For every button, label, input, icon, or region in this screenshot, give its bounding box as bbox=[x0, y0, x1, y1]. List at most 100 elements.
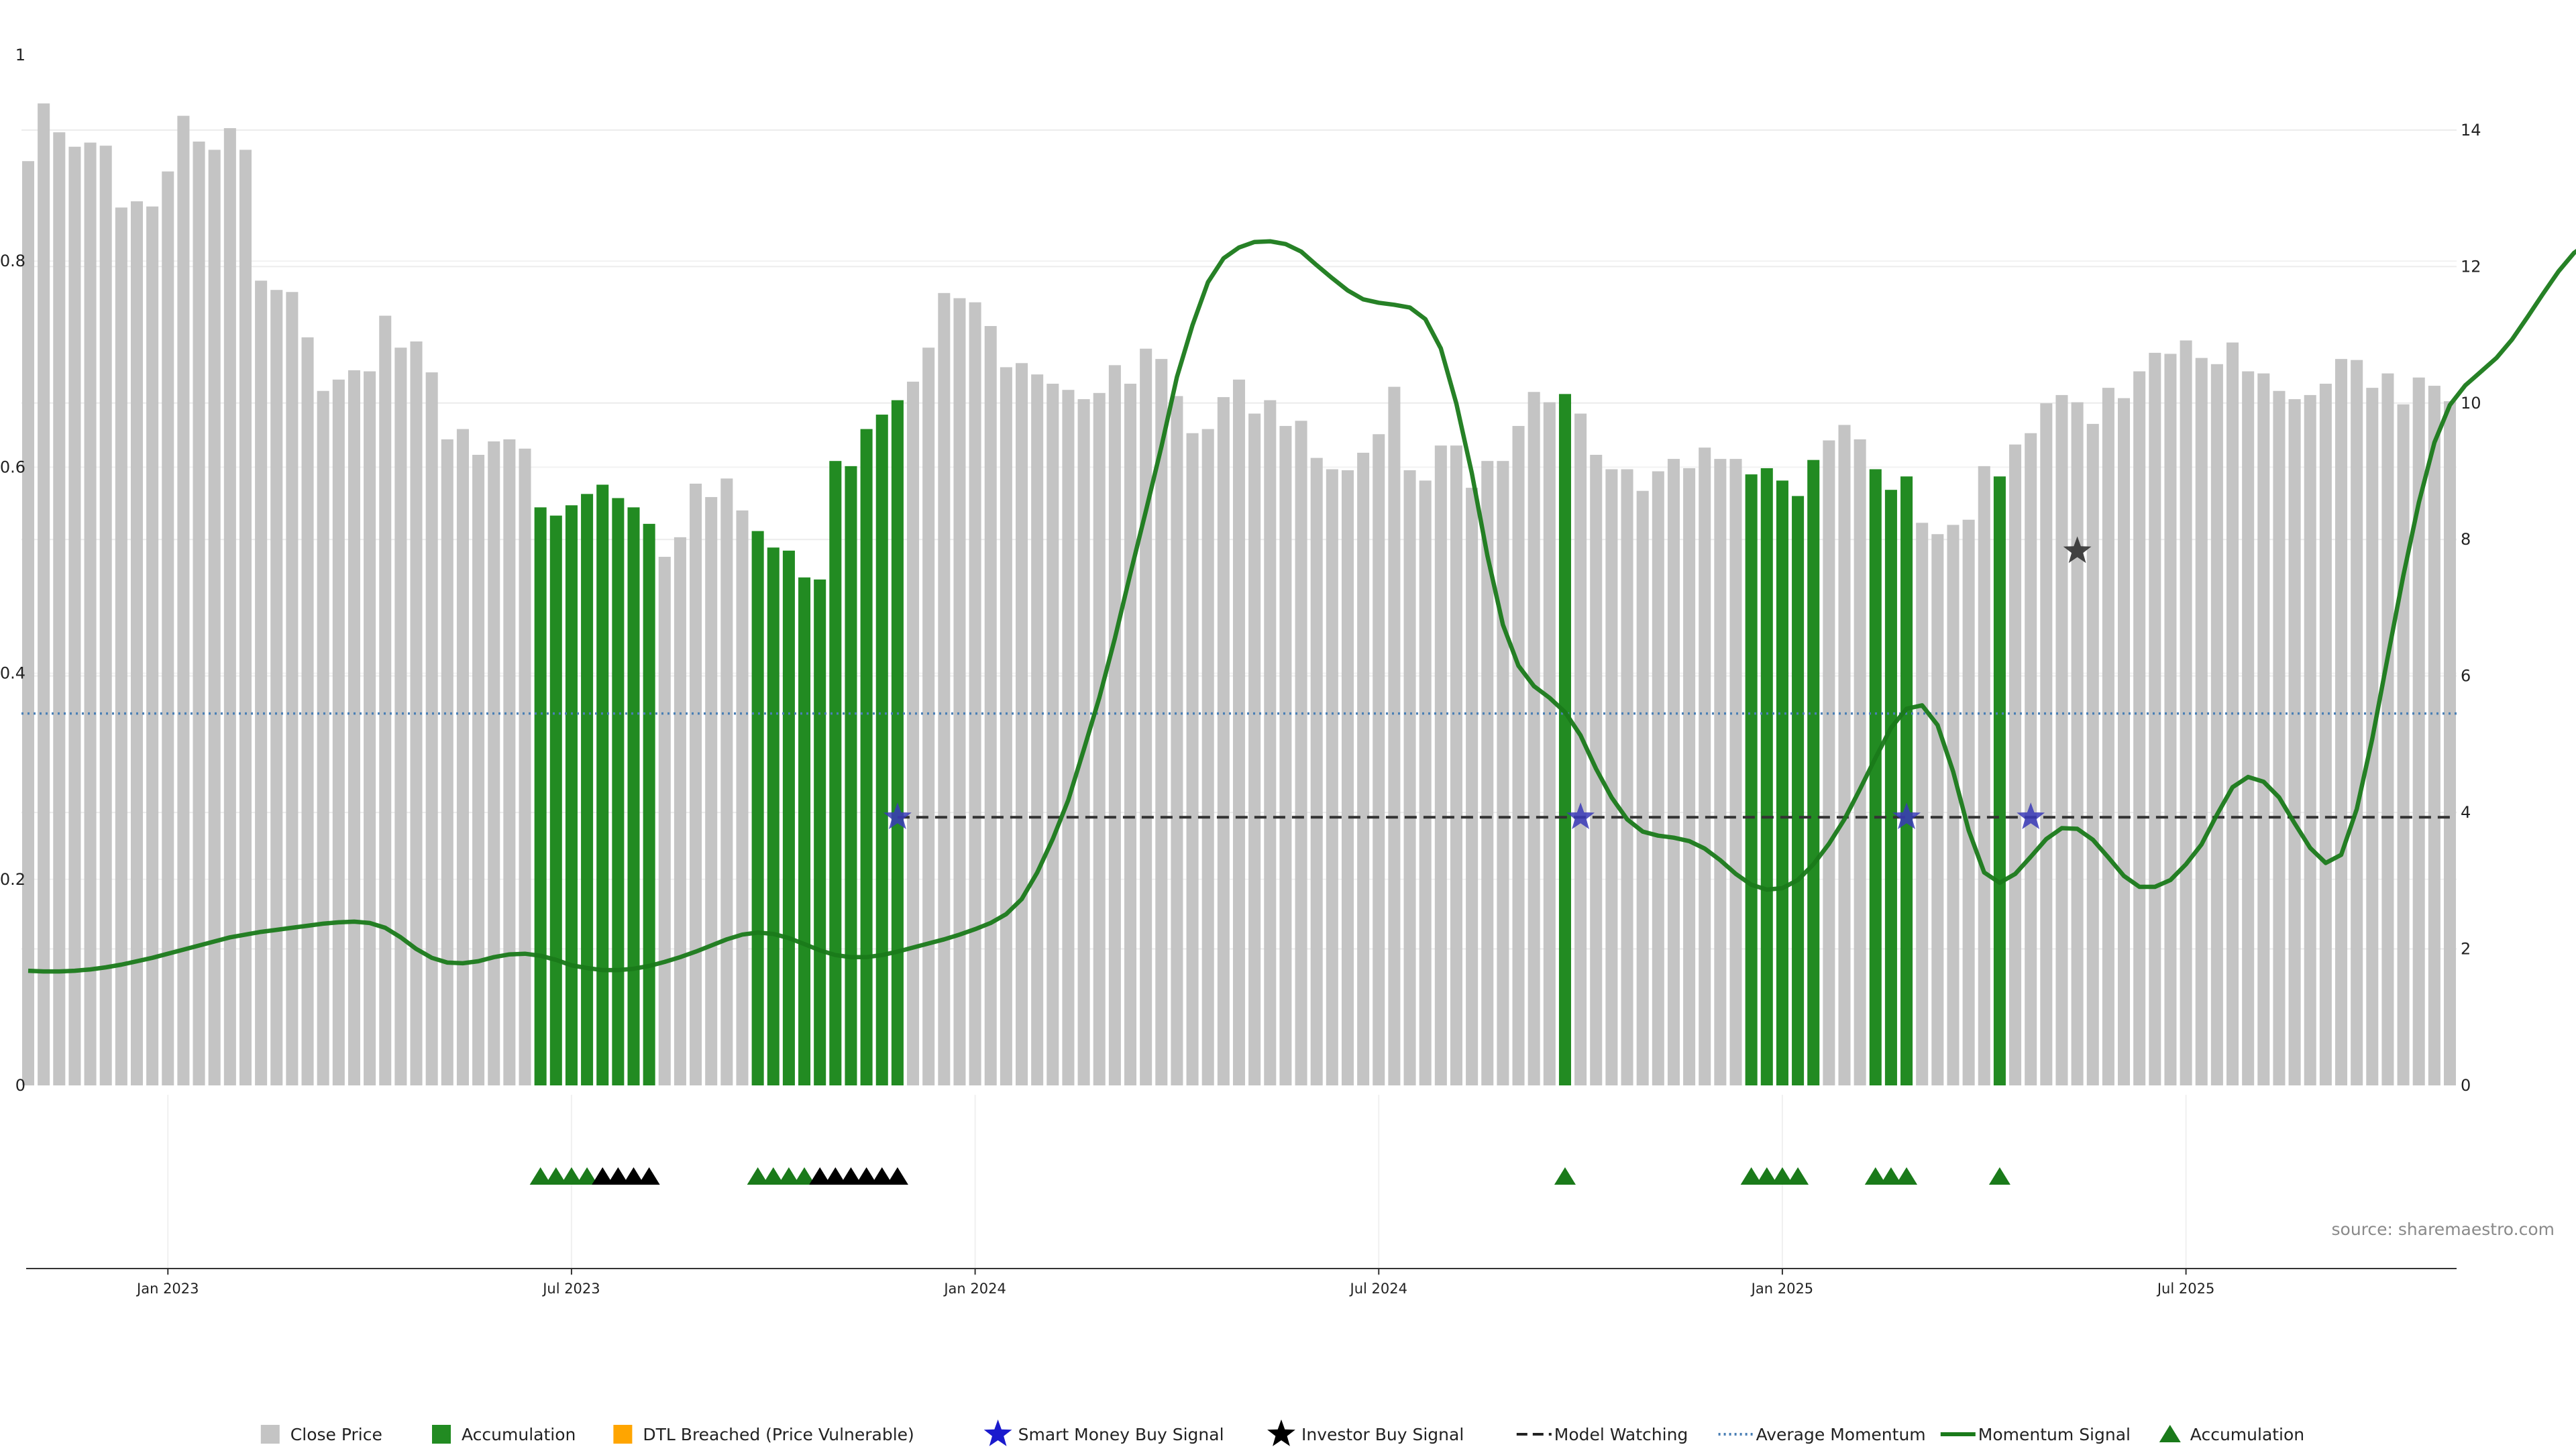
close-price-bar bbox=[177, 115, 190, 1085]
accumulation-bar bbox=[1900, 476, 1913, 1085]
accumulation-bar bbox=[782, 550, 795, 1085]
accumulation-triangle bbox=[886, 1167, 908, 1185]
close-price-bar bbox=[84, 142, 97, 1085]
close-price-bar bbox=[1527, 392, 1540, 1085]
close-price-bar bbox=[1419, 480, 1432, 1085]
close-price-bar bbox=[674, 537, 686, 1085]
close-price-bar bbox=[1201, 429, 1214, 1085]
close-price-bar bbox=[364, 371, 376, 1085]
close-price-bar bbox=[1683, 468, 1696, 1085]
close-price-bar bbox=[1279, 425, 1292, 1085]
close-price-bar bbox=[130, 201, 144, 1085]
smart-money-buy-star bbox=[1892, 802, 1921, 829]
close-price-bar bbox=[2443, 401, 2457, 1085]
close-price-bar bbox=[1000, 367, 1012, 1086]
close-price-bar bbox=[1264, 400, 1277, 1085]
accumulation-triangle bbox=[529, 1167, 551, 1185]
accumulation-triangle bbox=[623, 1167, 645, 1185]
close-price-bar bbox=[2180, 340, 2192, 1086]
close-price-bar bbox=[1481, 461, 1494, 1085]
close-price-bar bbox=[938, 292, 951, 1085]
left-tick-label: 0.4 bbox=[0, 664, 25, 683]
legend-star-icon bbox=[1267, 1419, 1295, 1446]
close-price-bar bbox=[2242, 371, 2255, 1085]
accumulation-bar bbox=[549, 515, 562, 1085]
close-price-bar bbox=[394, 347, 407, 1085]
left-tick-label: 0.6 bbox=[0, 458, 25, 476]
momentum-signal-line bbox=[28, 239, 2576, 974]
close-price-bar bbox=[1155, 359, 1168, 1085]
close-price-bar bbox=[410, 341, 423, 1085]
close-price-bar bbox=[456, 429, 469, 1085]
source-label: source: sharemaestro.com bbox=[2332, 1220, 2555, 1239]
close-price-bar bbox=[2381, 373, 2394, 1085]
close-price-bar bbox=[953, 298, 966, 1086]
close-price-bar bbox=[690, 483, 702, 1085]
legend-star-icon bbox=[983, 1419, 1012, 1446]
close-price-bar bbox=[1605, 469, 1618, 1085]
right-tick-label: 12 bbox=[2461, 257, 2481, 276]
accumulation-triangle bbox=[545, 1167, 567, 1185]
accumulation-triangle bbox=[747, 1167, 769, 1185]
accumulation-bar bbox=[798, 577, 811, 1085]
smart-money-buy-star bbox=[2017, 802, 2045, 829]
left-tick-label: 0.8 bbox=[0, 252, 25, 270]
close-price-bar bbox=[984, 325, 997, 1085]
right-tick-label: 10 bbox=[2461, 394, 2481, 413]
close-price-bar bbox=[472, 454, 485, 1085]
accumulation-triangle bbox=[560, 1167, 582, 1185]
accumulation-bar bbox=[1760, 468, 1773, 1085]
close-price-bar bbox=[317, 390, 329, 1085]
accumulation-bar bbox=[534, 507, 547, 1085]
x-tick-label: Jul 2025 bbox=[2156, 1281, 2214, 1297]
signal-stars bbox=[883, 536, 2092, 829]
close-price-bar bbox=[1124, 383, 1137, 1085]
close-price-bar bbox=[193, 142, 205, 1085]
close-price-bar bbox=[1512, 425, 1525, 1085]
close-price-bar bbox=[1714, 459, 1727, 1085]
close-price-bar bbox=[1326, 469, 1338, 1085]
accumulation-bar bbox=[643, 523, 655, 1085]
close-price-bar bbox=[1295, 421, 1307, 1085]
right-tick-label: 4 bbox=[2461, 803, 2471, 822]
accumulation-bar bbox=[875, 415, 888, 1085]
close-price-bar bbox=[1543, 402, 1556, 1085]
accumulation-triangle bbox=[1554, 1167, 1576, 1185]
accumulation-triangle bbox=[1880, 1167, 1902, 1185]
close-price-bar bbox=[2412, 377, 2425, 1085]
close-price-bar bbox=[1186, 433, 1199, 1085]
close-price-bar bbox=[1931, 534, 1944, 1085]
close-price-bar bbox=[223, 128, 236, 1085]
close-price-bar bbox=[347, 370, 360, 1085]
close-price-bar bbox=[2164, 354, 2177, 1086]
x-tick-label: Jan 2023 bbox=[136, 1281, 199, 1297]
close-price-bar bbox=[115, 207, 127, 1085]
close-price-bar bbox=[519, 448, 531, 1085]
accumulation-bar bbox=[1792, 496, 1805, 1085]
legend-swatch bbox=[432, 1425, 451, 1444]
close-price-bar bbox=[2025, 433, 2037, 1085]
close-price-bar bbox=[239, 150, 252, 1085]
close-price-bar bbox=[1341, 470, 1354, 1085]
close-price-bar bbox=[1947, 525, 1960, 1085]
accumulation-bar bbox=[581, 494, 594, 1085]
close-price-bar bbox=[1978, 466, 1990, 1085]
momentum-signal bbox=[28, 239, 2576, 974]
accumulation-bar bbox=[829, 461, 842, 1085]
close-price-bar bbox=[1854, 439, 1866, 1085]
accumulation-bar bbox=[1745, 474, 1758, 1085]
close-price-bar bbox=[1140, 348, 1152, 1085]
close-price-bar bbox=[425, 372, 438, 1085]
close-price-bar bbox=[736, 510, 749, 1085]
close-price-bar bbox=[1046, 383, 1059, 1085]
close-price-bar bbox=[1108, 365, 1121, 1086]
legend-swatch bbox=[613, 1425, 633, 1444]
right-tick-label: 14 bbox=[2461, 121, 2481, 140]
close-price-bar bbox=[2273, 390, 2286, 1085]
legend-label: Average Momentum bbox=[1756, 1425, 1926, 1444]
close-price-bar bbox=[2428, 386, 2440, 1085]
close-price-bar bbox=[332, 379, 345, 1085]
close-price-bar bbox=[2397, 404, 2410, 1085]
